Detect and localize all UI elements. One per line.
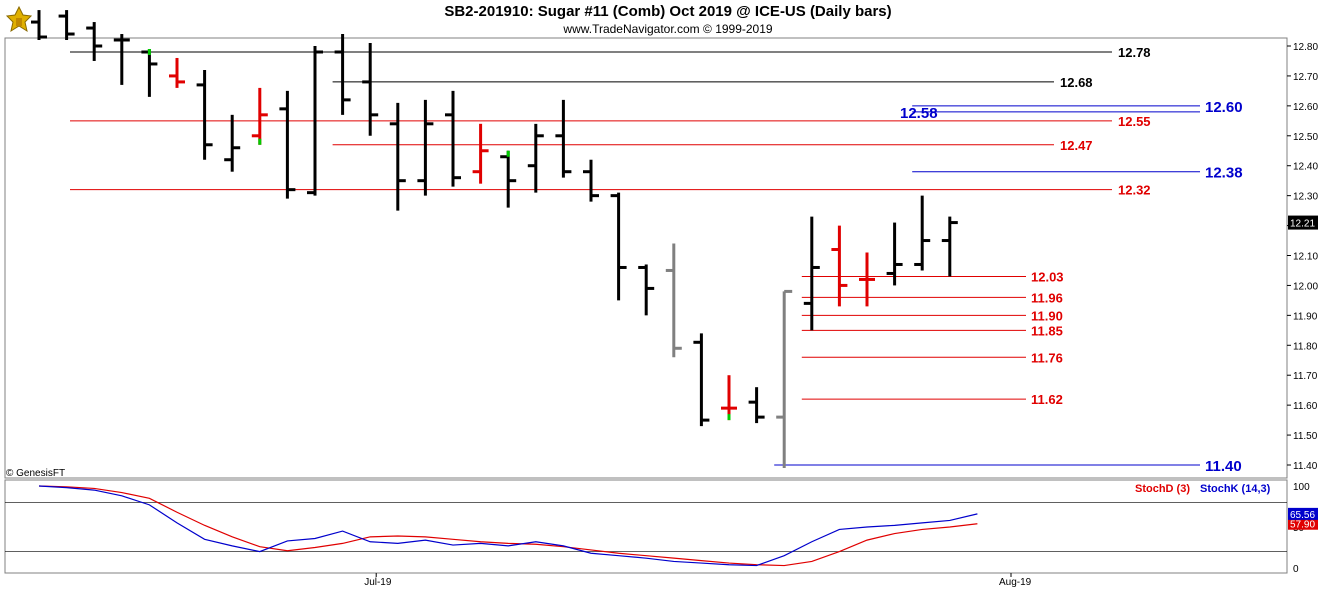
price-tick-label: 12.80	[1293, 42, 1318, 53]
ohlc-bar	[721, 375, 737, 421]
ohlc-bar	[445, 90, 461, 187]
price-tick-label: 12.50	[1293, 132, 1318, 143]
level-label: 12.78	[1118, 45, 1151, 60]
ohlc-bar	[334, 34, 351, 115]
indicator-tick-label: 100	[1293, 482, 1310, 493]
ohlc-bar	[748, 387, 765, 424]
copyright-label: © GenesisFT	[6, 468, 65, 479]
price-tick-label: 11.70	[1293, 371, 1318, 382]
price-tick-label: 11.80	[1293, 341, 1318, 352]
level-label: 12.55	[1118, 114, 1151, 129]
ohlc-bar	[224, 114, 241, 172]
ohlc-bar	[583, 159, 599, 202]
indicator-value-badge	[1288, 507, 1318, 520]
ohlc-bar	[362, 43, 379, 136]
time-axis: Jul-19 Aug-19	[364, 573, 1032, 588]
level-label: 11.40	[1205, 458, 1242, 475]
last-price-label: 12.21	[1290, 219, 1315, 230]
ohlc-bar	[169, 57, 185, 88]
time-axis-label: Aug-19	[999, 577, 1032, 588]
ohlc-bar	[251, 87, 268, 145]
ohlc-bar	[196, 69, 213, 160]
time-axis-label: Jul-19	[364, 577, 392, 588]
level-label: 12.32	[1118, 183, 1151, 198]
indicator-value-badge	[1288, 517, 1318, 530]
ohlc-bar	[472, 123, 489, 184]
level-label: 11.90	[1031, 308, 1063, 323]
price-tick-label: 11.40	[1293, 461, 1318, 472]
ohlc-bar	[279, 90, 296, 199]
ohlc-bar	[665, 243, 682, 358]
ohlc-bar	[638, 264, 655, 316]
ohlc-bar	[500, 150, 517, 208]
indicator-tick-label: 0	[1293, 564, 1299, 575]
ohlc-bar	[886, 222, 903, 286]
ohlc-bar	[914, 195, 931, 271]
ohlc-bar	[527, 123, 544, 193]
ohlc-bar	[776, 289, 793, 468]
indicator-legend-entry: StochK (14,3)	[1200, 483, 1271, 495]
ohlc-bar	[58, 10, 75, 41]
chart-title: SB2-201910: Sugar #11 (Comb) Oct 2019 @ …	[444, 3, 892, 20]
indicator-value-label: 57.90	[1290, 520, 1315, 531]
ohlc-bars	[31, 10, 958, 468]
price-tick-label: 12.30	[1293, 192, 1318, 203]
level-label: 12.58	[900, 105, 938, 122]
ohlc-bar	[31, 10, 47, 41]
stoch-series-line	[38, 485, 978, 567]
level-label: 12.68	[1060, 75, 1093, 90]
ohlc-bar	[555, 99, 572, 178]
ohlc-bar	[941, 216, 958, 277]
indicator-value-label: 65.56	[1290, 510, 1315, 521]
ohlc-bar	[141, 48, 158, 97]
price-tick-label: 12.70	[1293, 72, 1318, 83]
ohlc-bar	[86, 22, 103, 61]
level-label: 12.47	[1060, 138, 1093, 153]
price-tick-label: 12.60	[1293, 102, 1318, 113]
price-tick-label: 12.00	[1293, 281, 1318, 292]
chart-header: SB2-201910: Sugar #11 (Comb) Oct 2019 @ …	[0, 0, 1336, 38]
price-tick-label: 11.60	[1293, 401, 1318, 412]
ohlc-bar	[113, 34, 130, 85]
ohlc-bar	[693, 333, 710, 427]
ohlc-bar	[389, 102, 406, 211]
ohlc-bar	[803, 216, 820, 331]
ohlc-bar	[831, 225, 848, 307]
level-label: 12.38	[1205, 165, 1243, 182]
ohlc-bar	[610, 192, 627, 301]
last-price-badge	[1288, 215, 1318, 230]
indicator-panel	[4, 479, 1288, 574]
level-label: 12.03	[1031, 269, 1064, 284]
price-tick-label: 12.40	[1293, 162, 1318, 173]
ohlc-bar	[307, 46, 323, 196]
stoch-series-line	[38, 485, 978, 567]
indicator-legend-entry: StochD (3)	[1135, 483, 1190, 495]
level-label: 11.96	[1031, 290, 1063, 305]
level-label: 12.60	[1205, 99, 1243, 116]
price-tick-label: 11.50	[1293, 431, 1318, 442]
chart-subtitle: www.TradeNavigator.com © 1999-2019	[563, 22, 773, 36]
price-tick-label: 12.10	[1293, 252, 1318, 263]
level-label: 11.76	[1031, 350, 1063, 365]
level-label: 11.62	[1031, 392, 1063, 407]
trade-navigator-logo-icon	[5, 5, 33, 33]
ohlc-bar	[859, 252, 875, 307]
price-panel	[4, 37, 1288, 479]
price-levels: 12.78 12.68 12.60 12.58 12.55 12.47 12.38 12.32…	[70, 45, 1243, 475]
price-tick-label: 11.90	[1293, 311, 1318, 322]
ohlc-bar	[417, 99, 434, 196]
price-axis: 12.8012.7012.6012.5012.4012.3012.2012.10…	[1286, 38, 1318, 478]
level-label: 11.85	[1031, 323, 1063, 338]
